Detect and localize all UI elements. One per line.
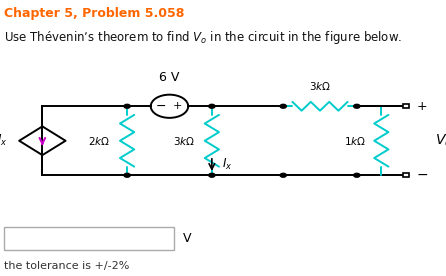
FancyBboxPatch shape [403, 173, 409, 177]
Text: $3k\Omega$: $3k\Omega$ [173, 135, 195, 147]
Text: $3k\Omega$: $3k\Omega$ [309, 81, 331, 92]
Text: +: + [417, 100, 428, 113]
Text: $1k\Omega$: $1k\Omega$ [344, 135, 366, 147]
Circle shape [209, 173, 215, 177]
FancyBboxPatch shape [403, 104, 409, 108]
Circle shape [124, 104, 130, 108]
Text: 6 V: 6 V [159, 71, 180, 84]
Circle shape [354, 173, 360, 177]
Circle shape [280, 173, 286, 177]
Text: the tolerance is +/-2%: the tolerance is +/-2% [4, 261, 130, 270]
FancyBboxPatch shape [4, 227, 174, 250]
Circle shape [124, 173, 130, 177]
Circle shape [280, 104, 286, 108]
Text: Chapter 5, Problem 5.058: Chapter 5, Problem 5.058 [4, 7, 185, 20]
Text: V: V [183, 232, 191, 245]
Text: −: − [417, 168, 429, 182]
Text: +: + [173, 101, 182, 111]
Circle shape [209, 104, 215, 108]
Text: Use Thévenin’s theorem to find $V_o$ in the circuit in the figure below.: Use Thévenin’s theorem to find $V_o$ in … [4, 29, 403, 46]
Text: $2\,I_x$: $2\,I_x$ [0, 133, 8, 148]
Text: $I_x$: $I_x$ [222, 157, 232, 172]
Circle shape [354, 104, 360, 108]
Text: $V_o$: $V_o$ [435, 132, 446, 149]
Text: $2k\Omega$: $2k\Omega$ [88, 135, 110, 147]
Text: −: − [156, 100, 166, 113]
